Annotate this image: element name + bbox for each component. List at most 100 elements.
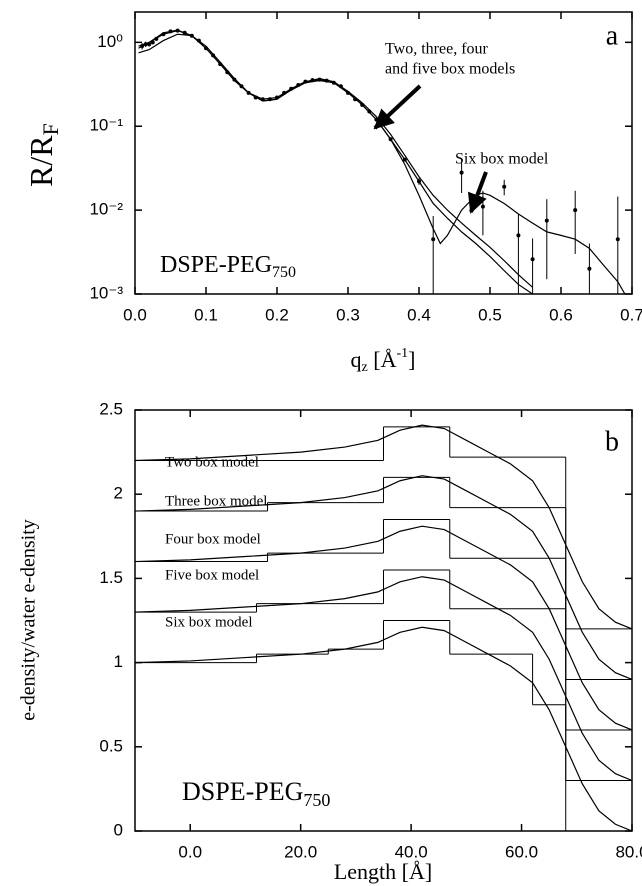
note: Six box model (165, 614, 253, 630)
x-tick-label: 0.2 (265, 305, 289, 324)
data-point (275, 95, 279, 100)
data-point (331, 80, 336, 85)
x-tick-label: 60.0 (505, 842, 538, 861)
annotation: DSPE-PEG750 (182, 777, 330, 810)
data-point (296, 83, 301, 88)
y-tick-label: 0.5 (99, 736, 123, 755)
x-tick-label: 0.0 (178, 842, 202, 861)
note: Six box model (455, 151, 549, 168)
annotation-main: DSPE-PEG (160, 252, 272, 278)
y-tick-label: 10⁻³ (89, 283, 123, 302)
data-point (154, 36, 159, 41)
data-point (587, 266, 592, 271)
model-curve (135, 424, 632, 630)
data-point (253, 95, 258, 100)
panel-label: a (606, 20, 619, 51)
data-point (516, 233, 521, 238)
data-point (140, 44, 145, 49)
annotation-main: DSPE-PEG (182, 777, 303, 806)
x-axis-label: Length [Å] (334, 859, 432, 884)
note: and five box models (385, 61, 515, 78)
data-point (211, 53, 216, 58)
data-point (246, 90, 251, 95)
data-point (317, 77, 322, 82)
data-point (402, 157, 407, 162)
x-tick-label: 80.0 (615, 842, 642, 861)
x-axis-label: qz [Å-1] (351, 346, 416, 375)
x-tick-label: 0.0 (123, 305, 147, 324)
data-point (204, 46, 208, 51)
x-tick-label: 40.0 (395, 842, 428, 861)
x-label-sub: z (362, 360, 368, 375)
note: Two, three, four (385, 41, 489, 58)
y-tick-label: 10⁻² (89, 200, 123, 219)
annotation: DSPE-PEG750 (160, 252, 296, 281)
data-point (324, 78, 329, 83)
data-point (161, 32, 166, 37)
data-point (175, 28, 180, 33)
data-point (338, 84, 343, 89)
panel-label: b (605, 426, 619, 457)
note: Four box model (165, 531, 261, 547)
data-point (310, 78, 315, 83)
arrow (373, 84, 422, 130)
x-tick-label: 0.3 (336, 305, 360, 324)
x-label-part: [Å (368, 347, 397, 372)
y-tick-label: 1 (114, 652, 123, 671)
data-point (267, 97, 272, 102)
data-point (232, 77, 237, 82)
y-axis-label-main: R/R (23, 135, 59, 187)
y-tick-label: 10⁰ (97, 32, 123, 51)
data-point (282, 90, 287, 95)
data-point (615, 237, 620, 242)
arrow (467, 171, 488, 214)
annotation-sub: 750 (272, 264, 296, 281)
x-label-part: q (351, 347, 362, 372)
x-tick-label: 20.0 (284, 842, 317, 861)
y-tick-label: 10⁻¹ (89, 116, 123, 135)
data-point (303, 79, 308, 84)
y-tick-label: 0 (114, 820, 123, 839)
data-point (374, 117, 379, 122)
data-point (143, 42, 148, 47)
data-point (189, 33, 194, 38)
plot-frame (134, 409, 633, 832)
data-point (530, 257, 535, 262)
note: Two box model (165, 454, 259, 470)
data-point (417, 179, 421, 184)
x-tick-label: 0.5 (478, 305, 502, 324)
y-axis-label: R/RF (23, 123, 63, 187)
y-tick-label: 2 (114, 484, 123, 503)
data-point (346, 90, 350, 95)
data-point (431, 237, 436, 242)
data-point (360, 102, 365, 107)
x-label-sup: -1 (396, 346, 408, 361)
data-point (225, 70, 230, 75)
data-point (289, 86, 294, 91)
model-curve (138, 29, 626, 294)
data-point (196, 38, 201, 43)
plot-frame (134, 11, 633, 295)
data-point (459, 170, 464, 175)
data-point (367, 109, 372, 114)
x-tick-label: 0.1 (194, 305, 218, 324)
model-curve (135, 576, 632, 782)
data-point (218, 62, 223, 67)
data-point (388, 137, 393, 142)
plot-area (135, 424, 632, 831)
plot-area (138, 28, 626, 294)
x-tick-label: 0.4 (407, 305, 431, 324)
x-label-part: ] (408, 347, 415, 372)
y-tick-label: 1.5 (99, 568, 123, 587)
data-point (353, 97, 358, 102)
x-tick-label: 0.6 (549, 305, 573, 324)
data-point (239, 84, 244, 89)
data-point (168, 29, 173, 34)
y-axis-label-sub: F (38, 123, 63, 135)
annotation-sub: 750 (303, 790, 330, 810)
note: Three box model (165, 493, 267, 509)
y-axis-label: e-density/water e-density (18, 519, 40, 721)
data-point (502, 184, 507, 189)
